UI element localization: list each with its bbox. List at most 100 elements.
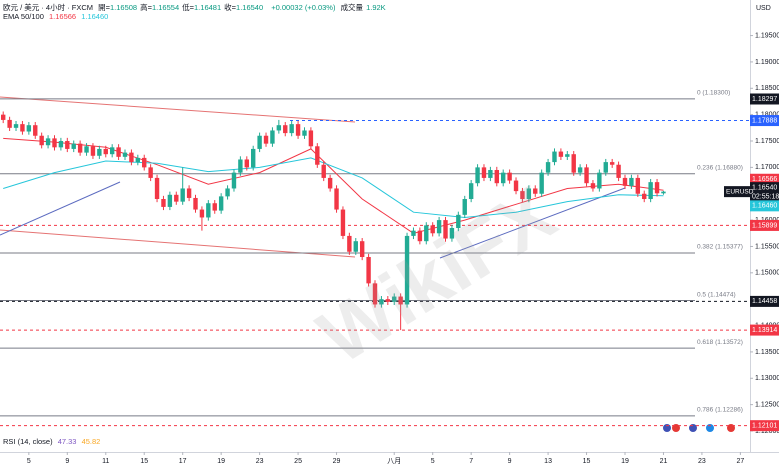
candle-body bbox=[661, 191, 666, 194]
candle-body bbox=[533, 188, 538, 194]
candle-body bbox=[206, 203, 211, 218]
candle-body bbox=[116, 147, 121, 157]
candle-body bbox=[289, 124, 294, 134]
candle-body bbox=[77, 143, 83, 153]
candle-body bbox=[462, 199, 467, 215]
candle-body bbox=[340, 209, 346, 236]
candle-body bbox=[308, 130, 314, 147]
x-tick-label: 29 bbox=[333, 458, 341, 465]
candle-body bbox=[603, 162, 608, 173]
candle-body bbox=[456, 214, 461, 229]
x-tick-label: 21 bbox=[660, 458, 668, 465]
candle-body bbox=[174, 194, 179, 202]
candle-body bbox=[642, 193, 647, 200]
candle-body bbox=[7, 119, 12, 128]
candle-body bbox=[334, 188, 339, 210]
candle-body bbox=[565, 154, 570, 157]
x-tick-label: 17 bbox=[179, 458, 187, 465]
candle-body bbox=[501, 172, 506, 184]
candle-body bbox=[218, 196, 224, 211]
price-box bbox=[750, 295, 779, 307]
candle-body bbox=[372, 283, 378, 305]
candle-body bbox=[225, 188, 230, 197]
candle-body bbox=[513, 180, 519, 192]
ema-legend: EMA 50/100 1.16566 1.16460 bbox=[3, 12, 111, 21]
rsi-legend: RSI (14, close) 47.33 45.82 bbox=[3, 437, 103, 446]
candle-body bbox=[398, 296, 403, 305]
x-tick-label: 11 bbox=[102, 458, 109, 465]
x-tick-label: 23 bbox=[256, 458, 264, 465]
y-tick-label: 1.12500 bbox=[755, 401, 779, 408]
candle-body bbox=[1, 114, 6, 120]
candle-body bbox=[577, 167, 583, 173]
price-box-label: 1.16460 bbox=[752, 203, 777, 210]
candle-body bbox=[97, 148, 102, 156]
x-tick-label: 15 bbox=[140, 458, 148, 465]
candle-body bbox=[584, 167, 589, 184]
x-tick-label: 15 bbox=[583, 458, 591, 465]
candle-body bbox=[148, 167, 153, 178]
y-tick-label: 1.17500 bbox=[755, 138, 779, 145]
candle-body bbox=[295, 124, 301, 136]
candle-body bbox=[520, 191, 525, 200]
candle-body bbox=[251, 148, 256, 168]
ema-label: EMA 50/100 bbox=[3, 12, 44, 21]
ohlc-value: 1.16554 bbox=[152, 3, 180, 12]
fib-label: 0.382 (1.15377) bbox=[697, 244, 743, 251]
candle-body bbox=[238, 159, 243, 173]
y-tick-label: 1.13500 bbox=[755, 349, 779, 356]
candle-body bbox=[424, 225, 429, 242]
candle-body bbox=[39, 135, 44, 146]
price-box bbox=[750, 115, 779, 127]
y-tick-label: 1.17000 bbox=[755, 164, 779, 171]
candle-body bbox=[436, 220, 442, 234]
x-tick-label: 5 bbox=[27, 458, 31, 465]
price-box-label: 1.13914 bbox=[752, 327, 777, 334]
price-box-label: 1.12101 bbox=[752, 423, 777, 430]
candle-body bbox=[475, 167, 480, 184]
candle-body bbox=[283, 125, 288, 134]
candle-body bbox=[276, 125, 282, 131]
ohlc-label: 高= bbox=[140, 3, 152, 12]
candle-body bbox=[231, 172, 237, 189]
volume: 1.92K bbox=[366, 3, 386, 12]
candle-body bbox=[488, 170, 493, 178]
price-box-label: 1.16540 bbox=[752, 184, 777, 191]
candle-body bbox=[180, 188, 185, 202]
price-box bbox=[750, 200, 779, 212]
candle-body bbox=[609, 162, 615, 165]
candle-body bbox=[449, 228, 455, 239]
candle-body bbox=[539, 172, 544, 194]
y-tick-label: 1.19500 bbox=[755, 32, 779, 39]
x-tick-label: 19 bbox=[621, 458, 629, 465]
symbol: 欧元 / 美元 · 4小时 · FXCM bbox=[3, 3, 93, 12]
candle-body bbox=[507, 172, 512, 181]
candle-body bbox=[45, 138, 51, 146]
channel-line bbox=[0, 96, 356, 123]
countdown: 02:55:18 bbox=[752, 193, 779, 200]
candle-body bbox=[443, 220, 448, 239]
x-tick-label: 27 bbox=[736, 458, 744, 465]
candle-body bbox=[315, 146, 320, 165]
x-tick-label: 9 bbox=[65, 458, 69, 465]
candle-body bbox=[58, 141, 64, 148]
x-tick-label: 八月 bbox=[387, 457, 401, 465]
candle-body bbox=[71, 143, 76, 149]
candle-body bbox=[302, 130, 307, 136]
candle-body bbox=[244, 159, 249, 168]
candle-body bbox=[26, 125, 32, 132]
x-tick-label: 19 bbox=[217, 458, 225, 465]
ohlc-label: 收= bbox=[224, 3, 237, 12]
candle-body bbox=[65, 141, 70, 149]
candle-body bbox=[494, 170, 499, 184]
ohlc-value: 1.16540 bbox=[236, 3, 264, 12]
watermark: WikiFX bbox=[303, 169, 570, 381]
candle-body bbox=[142, 157, 147, 168]
price-box bbox=[750, 420, 779, 432]
candle-body bbox=[526, 188, 532, 200]
x-tick-label: 25 bbox=[294, 458, 302, 465]
candle-body bbox=[622, 177, 628, 186]
y-tick-label: 1.13000 bbox=[755, 375, 779, 382]
price-box-label: 1.17888 bbox=[752, 117, 777, 124]
candle-body bbox=[558, 151, 564, 157]
